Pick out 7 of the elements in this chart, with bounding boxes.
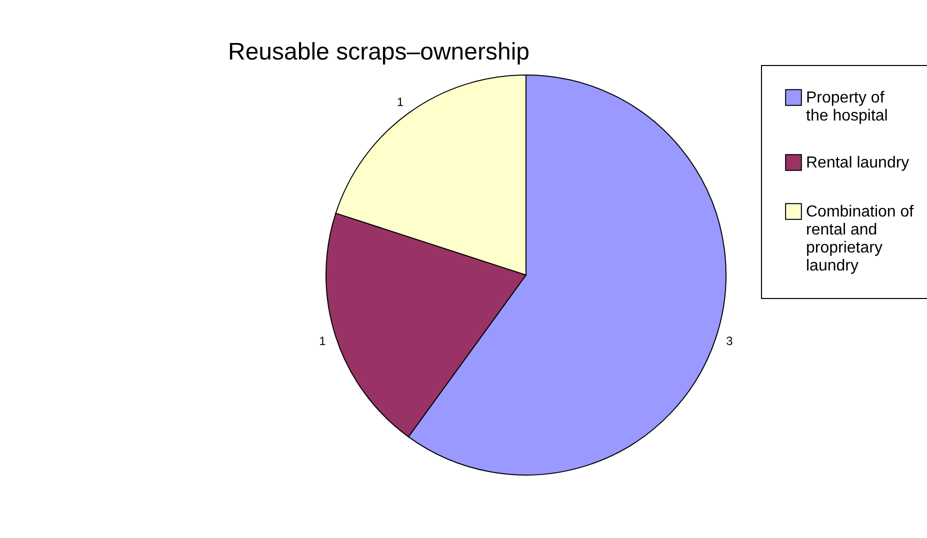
data-label: 1: [396, 94, 404, 109]
chart-title: Reusable scraps–ownership: [228, 38, 530, 66]
data-label: 3: [726, 334, 734, 348]
legend-label: Rental laundry: [806, 154, 910, 172]
legend-label: Property of the hospital: [806, 90, 888, 124]
legend-label: Combination of rental and proprietary laundry: [806, 204, 914, 274]
data-label: 1: [319, 334, 326, 348]
